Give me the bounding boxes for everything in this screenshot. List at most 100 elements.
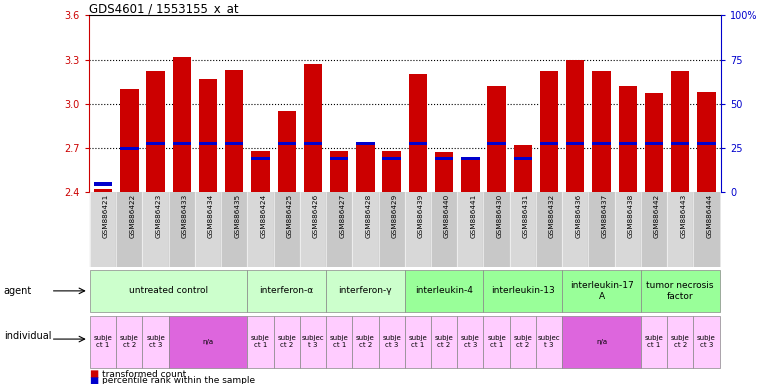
Bar bbox=[562, 316, 641, 367]
Text: GSM886424: GSM886424 bbox=[261, 194, 267, 238]
Text: subje
ct 2: subje ct 2 bbox=[278, 335, 296, 348]
Text: subje
ct 1: subje ct 1 bbox=[487, 335, 506, 348]
Text: GSM886428: GSM886428 bbox=[365, 194, 372, 238]
Bar bbox=[247, 270, 326, 312]
Bar bbox=[645, 93, 663, 192]
Bar bbox=[641, 316, 667, 367]
Text: tumor necrosis
factor: tumor necrosis factor bbox=[646, 281, 714, 301]
Bar bbox=[356, 142, 375, 145]
Bar bbox=[461, 157, 480, 160]
Bar bbox=[431, 192, 457, 267]
Bar bbox=[94, 189, 113, 192]
Bar bbox=[536, 192, 562, 267]
Bar bbox=[483, 192, 510, 267]
Bar bbox=[143, 316, 169, 367]
Text: GSM886434: GSM886434 bbox=[208, 194, 214, 238]
Bar bbox=[618, 86, 637, 192]
Text: subjec
t 3: subjec t 3 bbox=[301, 335, 325, 348]
Text: subje
ct 1: subje ct 1 bbox=[94, 335, 113, 348]
Bar bbox=[510, 192, 536, 267]
Text: interleukin-4: interleukin-4 bbox=[416, 286, 473, 295]
Bar bbox=[169, 316, 247, 367]
Bar bbox=[330, 157, 348, 160]
Text: GSM886426: GSM886426 bbox=[313, 194, 319, 238]
Text: untreated control: untreated control bbox=[129, 286, 208, 295]
Bar bbox=[330, 151, 348, 192]
Bar bbox=[483, 316, 510, 367]
Bar bbox=[225, 142, 244, 145]
Bar bbox=[667, 192, 693, 267]
Text: GSM886422: GSM886422 bbox=[130, 194, 136, 238]
Text: GSM886435: GSM886435 bbox=[234, 194, 241, 238]
Text: subje
ct 1: subje ct 1 bbox=[251, 335, 270, 348]
Text: subje
ct 1: subje ct 1 bbox=[645, 335, 663, 348]
Text: subje
ct 1: subje ct 1 bbox=[330, 335, 348, 348]
Bar bbox=[483, 270, 562, 312]
Text: individual: individual bbox=[4, 331, 52, 341]
Bar bbox=[405, 316, 431, 367]
Bar bbox=[116, 316, 143, 367]
Text: GSM886425: GSM886425 bbox=[287, 194, 293, 238]
Text: interleukin-17
A: interleukin-17 A bbox=[570, 281, 634, 301]
Text: n/a: n/a bbox=[596, 339, 607, 345]
Bar bbox=[614, 192, 641, 267]
Bar bbox=[667, 316, 693, 367]
Bar bbox=[562, 270, 641, 312]
Bar bbox=[671, 142, 689, 145]
Text: GSM886436: GSM886436 bbox=[575, 194, 581, 238]
Bar bbox=[247, 192, 274, 267]
Bar bbox=[540, 71, 558, 192]
Text: subje
ct 3: subje ct 3 bbox=[697, 335, 715, 348]
Bar bbox=[116, 192, 143, 267]
Text: GSM886429: GSM886429 bbox=[392, 194, 398, 238]
Bar bbox=[90, 316, 116, 367]
Text: subje
ct 2: subje ct 2 bbox=[356, 335, 375, 348]
Text: subje
ct 3: subje ct 3 bbox=[382, 335, 401, 348]
Bar bbox=[645, 142, 663, 145]
Bar bbox=[278, 111, 296, 192]
Bar bbox=[173, 142, 191, 145]
Text: n/a: n/a bbox=[203, 339, 214, 345]
Bar bbox=[405, 192, 431, 267]
Bar bbox=[251, 151, 270, 192]
Bar bbox=[90, 270, 247, 312]
Bar bbox=[304, 142, 322, 145]
Bar bbox=[300, 316, 326, 367]
Bar bbox=[304, 64, 322, 192]
Bar bbox=[431, 316, 457, 367]
Bar bbox=[382, 157, 401, 160]
Text: interferon-α: interferon-α bbox=[260, 286, 314, 295]
Bar bbox=[146, 142, 165, 145]
Bar bbox=[435, 152, 453, 192]
Text: GSM886427: GSM886427 bbox=[339, 194, 345, 238]
Text: ■: ■ bbox=[89, 369, 98, 379]
Text: GSM886440: GSM886440 bbox=[444, 194, 450, 238]
Bar bbox=[457, 192, 483, 267]
Text: subje
ct 2: subje ct 2 bbox=[671, 335, 689, 348]
Bar bbox=[251, 157, 270, 160]
Bar bbox=[120, 147, 139, 150]
Text: GSM886443: GSM886443 bbox=[680, 194, 686, 238]
Bar bbox=[278, 142, 296, 145]
Text: GSM886421: GSM886421 bbox=[103, 194, 109, 238]
Text: GSM886438: GSM886438 bbox=[628, 194, 634, 238]
Bar bbox=[671, 71, 689, 192]
Bar bbox=[326, 192, 352, 267]
Bar bbox=[225, 70, 244, 192]
Bar bbox=[536, 316, 562, 367]
Text: subje
ct 3: subje ct 3 bbox=[146, 335, 165, 348]
Text: GSM886430: GSM886430 bbox=[497, 194, 503, 238]
Text: GSM886442: GSM886442 bbox=[654, 194, 660, 238]
Bar bbox=[588, 192, 614, 267]
Text: subjec
t 3: subjec t 3 bbox=[537, 335, 561, 348]
Bar bbox=[487, 86, 506, 192]
Bar bbox=[457, 316, 483, 367]
Bar bbox=[566, 142, 584, 145]
Bar bbox=[143, 192, 169, 267]
Text: agent: agent bbox=[4, 286, 32, 296]
Text: GSM886431: GSM886431 bbox=[523, 194, 529, 238]
Bar bbox=[409, 74, 427, 192]
Bar bbox=[697, 92, 715, 192]
Bar bbox=[513, 145, 532, 192]
Bar bbox=[618, 142, 637, 145]
